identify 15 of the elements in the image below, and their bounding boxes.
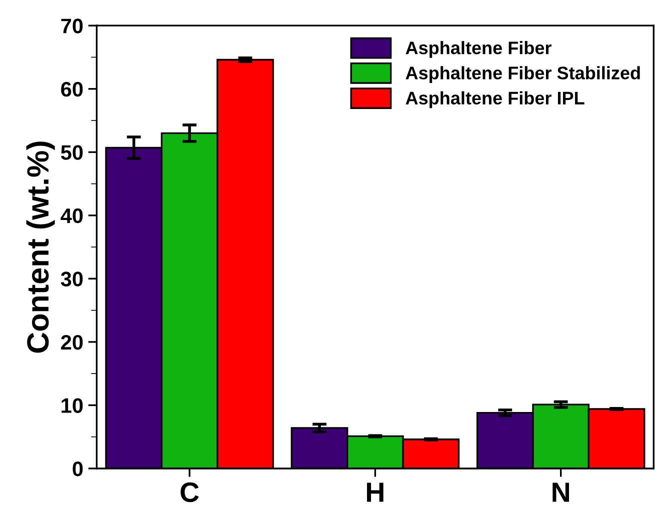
y-tick-label: 60 xyxy=(61,82,83,97)
x-tick-label: H xyxy=(367,482,384,502)
x-tick-label: C xyxy=(180,482,199,502)
y-tick-label: 10 xyxy=(62,398,83,413)
legend-label: Asphaltene Fiber xyxy=(406,41,552,58)
y-tick-label: 20 xyxy=(61,334,83,350)
y-tick-label: 70 xyxy=(61,18,83,34)
y-tick-label: 50 xyxy=(60,145,83,160)
y-axis-title: Content (wt.%) xyxy=(26,142,55,353)
legend-label: Asphaltene Fiber IPL xyxy=(406,91,584,108)
y-tick-label: 30 xyxy=(60,272,83,286)
y-tick-label: 0 xyxy=(72,461,83,476)
legend-label: Asphaltene Fiber Stabilized xyxy=(406,66,640,83)
y-tick-label: 40 xyxy=(60,208,83,224)
x-tick-label: N xyxy=(552,482,569,502)
